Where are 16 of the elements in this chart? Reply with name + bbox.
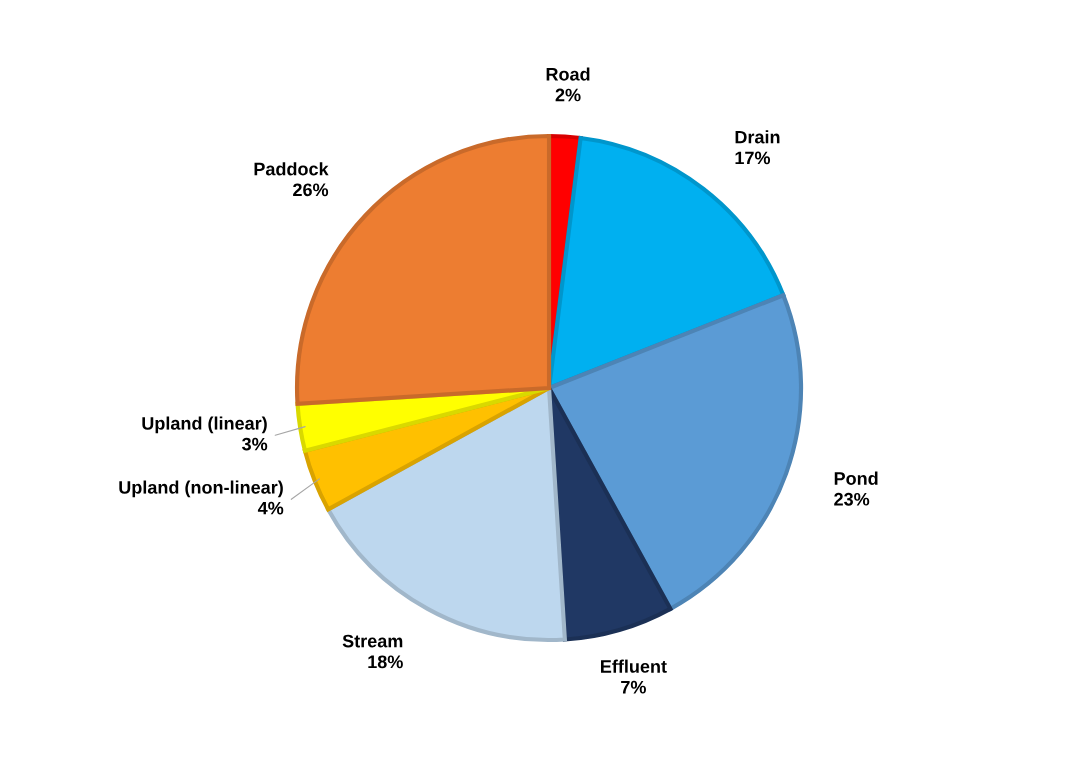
slice-label: Road — [546, 67, 590, 81]
data-label: 17% — [735, 151, 771, 165]
data-label: 3% — [242, 437, 268, 451]
slice-label: Stream — [342, 634, 403, 648]
slice-label: Pond — [834, 471, 878, 485]
slice-label: Effluent — [601, 659, 667, 673]
data-label: 26% — [293, 183, 329, 197]
data-label: 4% — [257, 501, 284, 515]
data-label: 23% — [834, 492, 870, 506]
slice-label: Drain — [735, 130, 780, 144]
data-label: 7% — [621, 680, 646, 694]
slice-label: Paddock — [254, 162, 329, 176]
data-label: 18% — [368, 655, 403, 669]
data-label: 2% — [555, 88, 581, 102]
slice-label: Upland (linear) — [142, 416, 267, 434]
slice-label: Upland (non-linear) — [119, 480, 283, 498]
